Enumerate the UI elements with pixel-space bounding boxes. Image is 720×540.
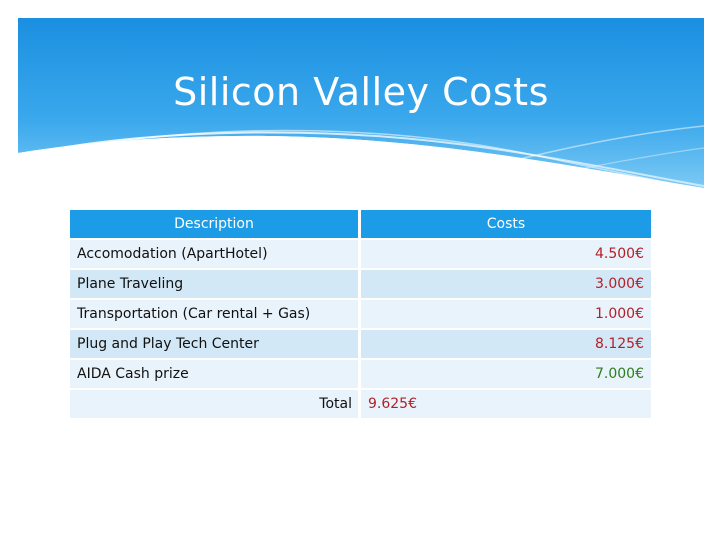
- row-description: Plug and Play Tech Center: [70, 330, 358, 358]
- slide-title: Silicon Valley Costs: [173, 70, 549, 114]
- row-cost: 1.000€: [361, 300, 651, 328]
- row-description: Plane Traveling: [70, 270, 358, 298]
- row-cost: 3.000€: [361, 270, 651, 298]
- table-row: Transportation (Car rental + Gas) 1.000€: [70, 300, 651, 328]
- table-row: Plane Traveling 3.000€: [70, 270, 651, 298]
- table-row: Accomodation (ApartHotel) 4.500€: [70, 240, 651, 268]
- table-header-row: Description Costs: [70, 210, 651, 238]
- total-value: 9.625€: [361, 390, 651, 418]
- title-banner: Silicon Valley Costs: [18, 18, 704, 198]
- row-cost: 7.000€: [361, 360, 651, 388]
- row-cost: 8.125€: [361, 330, 651, 358]
- header-costs: Costs: [361, 210, 651, 238]
- banner-background: [18, 18, 704, 198]
- table-row: AIDA Cash prize 7.000€: [70, 360, 651, 388]
- total-label: Total: [70, 390, 358, 418]
- cost-table: Description Costs Accomodation (ApartHot…: [70, 210, 651, 420]
- total-row: Total 9.625€: [70, 390, 651, 418]
- row-description: Transportation (Car rental + Gas): [70, 300, 358, 328]
- header-description: Description: [70, 210, 358, 238]
- row-cost: 4.500€: [361, 240, 651, 268]
- table-row: Plug and Play Tech Center 8.125€: [70, 330, 651, 358]
- row-description: AIDA Cash prize: [70, 360, 358, 388]
- table-body: Accomodation (ApartHotel) 4.500€ Plane T…: [70, 240, 651, 388]
- row-description: Accomodation (ApartHotel): [70, 240, 358, 268]
